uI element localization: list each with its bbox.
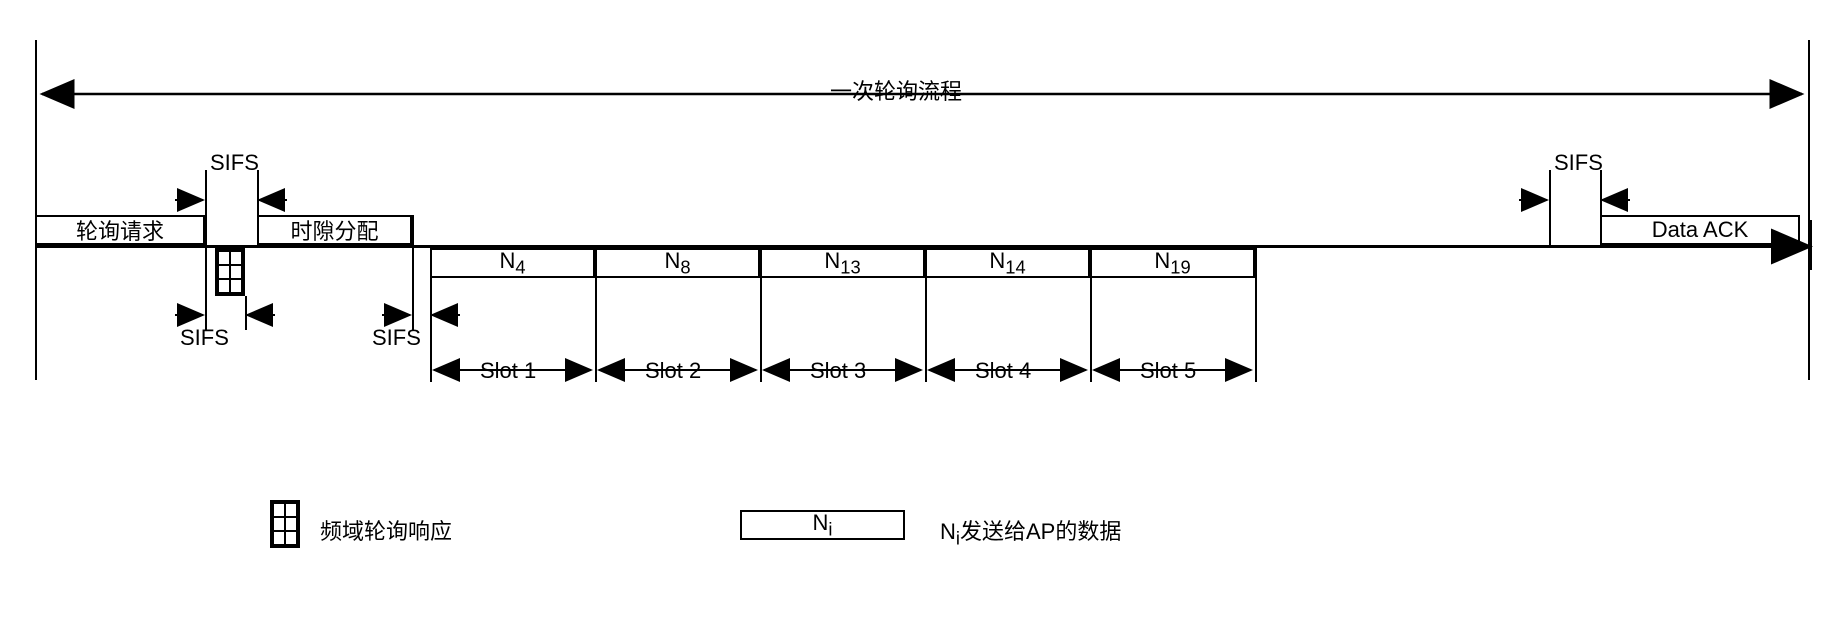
timing-diagram: 轮询请求 时隙分配 Data ACK N4 N8 N13 N14 N19 一次轮…: [20, 20, 1820, 600]
arrows-layer: [20, 20, 1820, 600]
